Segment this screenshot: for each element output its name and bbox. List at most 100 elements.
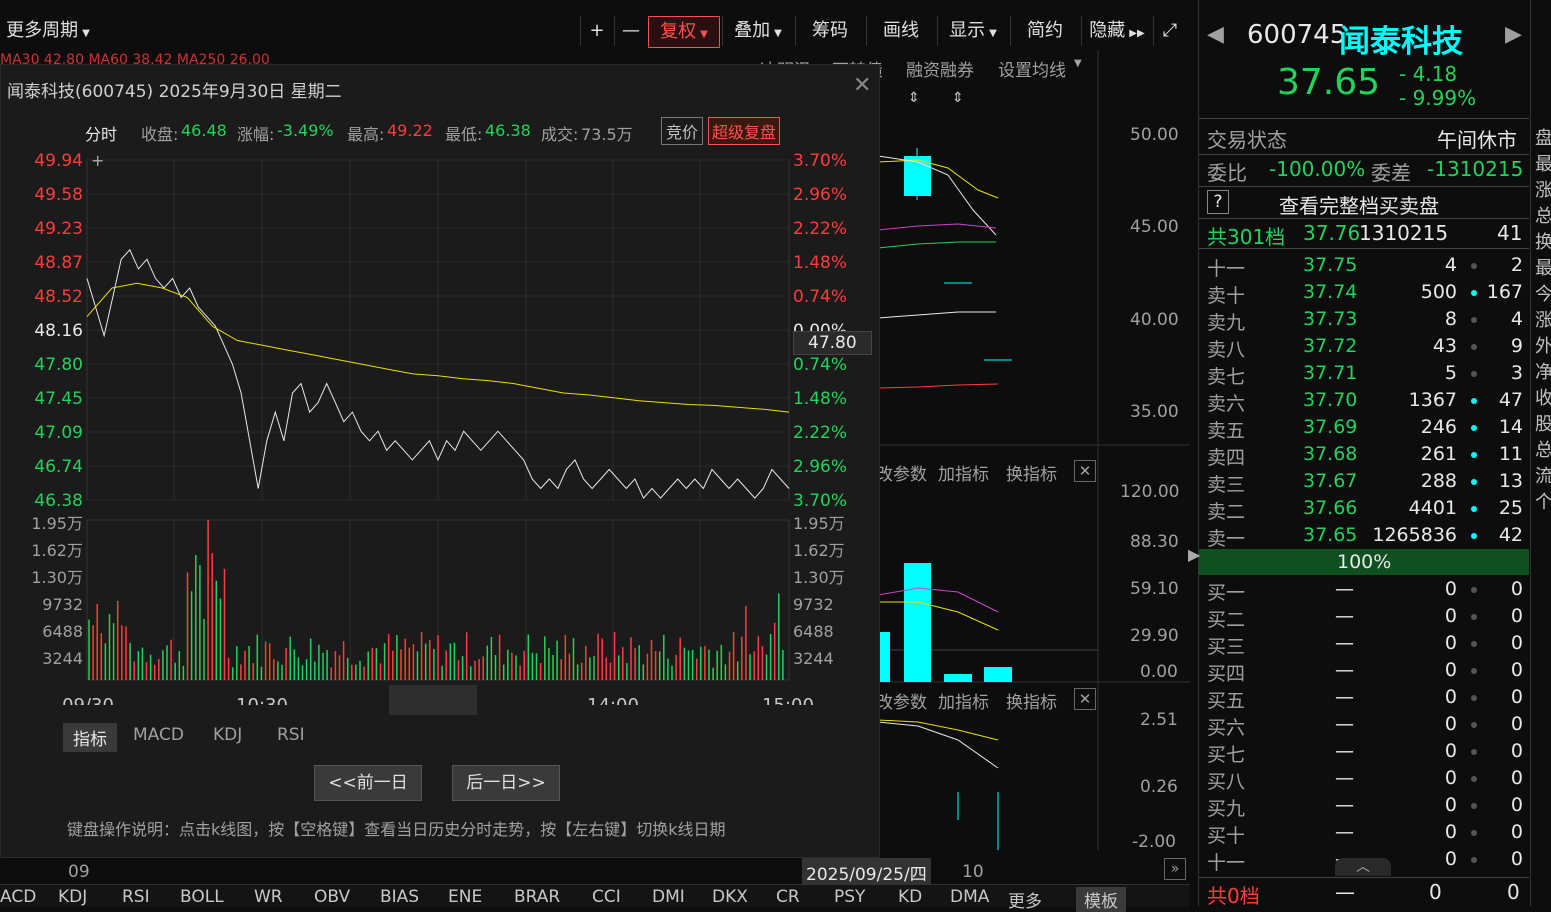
bg-menu-margin[interactable]: 融资融券 — [906, 61, 974, 81]
ask-row[interactable]: 卖九 37.73 8 4 — [1199, 306, 1529, 334]
super-review-button[interactable]: 超级复盘 — [708, 117, 781, 145]
bottom-tab-6[interactable]: BIAS — [380, 887, 420, 907]
price-tick-left: 46.38 — [34, 491, 83, 511]
indicator-tab-kdj[interactable]: KDJ — [213, 725, 243, 745]
bottom-tab-8[interactable]: BRAR — [514, 887, 561, 907]
next-stock-icon[interactable]: ▶ — [1505, 22, 1522, 47]
bid-row[interactable]: 买八 — 0 0 — [1199, 765, 1529, 793]
ask-row[interactable]: 十一 37.75 4 2 — [1199, 252, 1529, 280]
period-dropdown[interactable]: 更多周期 ▼ — [6, 20, 90, 41]
help-icon[interactable]: ? — [1207, 190, 1229, 214]
ask-label: 十一 — [1207, 258, 1246, 280]
bid-row[interactable]: 买一 — 0 0 — [1199, 576, 1529, 604]
bottom-tab-7[interactable]: ENE — [448, 887, 483, 907]
bottom-tab-0[interactable]: ACD — [0, 887, 37, 907]
vol-tick-left: 6488 — [42, 622, 83, 641]
time-label: 14:00 — [587, 695, 639, 705]
vol-swap-indicator[interactable]: 换指标 — [1006, 465, 1057, 485]
ask-label: 卖五 — [1207, 420, 1246, 442]
indicator-tab-rsi[interactable]: RSI — [277, 725, 305, 745]
ask-row[interactable]: 卖二 37.66 4401 25 — [1199, 495, 1529, 523]
bottom-tab-10[interactable]: DMI — [652, 887, 685, 907]
bottom-tab-9[interactable]: CCI — [592, 887, 621, 907]
price-axis-35: 35.00 — [1130, 402, 1179, 422]
bottom-tab-4[interactable]: WR — [254, 887, 283, 907]
ask-row[interactable]: 卖四 37.68 261 11 — [1199, 441, 1529, 469]
pct-tick-right: 2.96% — [793, 185, 847, 205]
bottom-tab-13[interactable]: PSY — [834, 887, 866, 907]
bid-row[interactable]: 买九 — 0 0 — [1199, 792, 1529, 820]
prev-day-button[interactable]: <<前一日 — [314, 765, 422, 801]
bottom-tab-14[interactable]: KD — [898, 887, 923, 907]
bottom-tab-11[interactable]: DKX — [712, 887, 748, 907]
bg-menu-set-ma[interactable]: 设置均线 — [998, 61, 1066, 81]
indicator-tab-0[interactable]: 指标 — [63, 723, 117, 752]
ask-row[interactable]: 卖三 37.67 288 13 — [1199, 468, 1529, 496]
zoom-in-button[interactable]: + — [580, 16, 613, 46]
bottom-tab-2[interactable]: RSI — [122, 887, 150, 907]
ask-row[interactable]: 卖十 37.74 500 167 — [1199, 279, 1529, 307]
order-dot-icon — [1471, 371, 1477, 377]
indicator-tab-macd[interactable]: MACD — [133, 725, 184, 745]
hide-button[interactable]: 隐藏 ▶▶ — [1081, 16, 1152, 46]
chips-button[interactable]: 筹码 — [795, 16, 864, 46]
bottom-tab-15[interactable]: DMA — [950, 887, 990, 907]
restore-rights-dropdown[interactable]: 复权 ▼ — [648, 16, 720, 48]
scroll-right-icon[interactable]: » — [1164, 858, 1186, 880]
macd-close-icon[interactable]: ✕ — [1074, 688, 1096, 710]
ask-row[interactable]: 卖五 37.69 246 14 — [1199, 414, 1529, 442]
order-dot-icon — [1471, 830, 1477, 836]
bottom-tab-3[interactable]: BOLL — [180, 887, 224, 907]
macd-add-indicator[interactable]: 加指标 — [938, 693, 989, 713]
bid-auction-button[interactable]: 竞价 — [661, 117, 704, 145]
zoom-out-button[interactable]: — — [614, 16, 647, 46]
prev-stock-icon[interactable]: ◀ — [1207, 22, 1224, 47]
macd-change-params[interactable]: 改参数 — [876, 693, 927, 713]
bottom-tab-12[interactable]: CR — [776, 887, 800, 907]
ask-count: 14 — [1498, 416, 1523, 438]
macd-swap-indicator[interactable]: 换指标 — [1006, 693, 1057, 713]
next-day-button[interactable]: 后一日>> — [452, 765, 560, 801]
full-book-link[interactable]: 查看完整档买卖盘 — [1279, 194, 1439, 218]
price-tick-left: 49.58 — [34, 185, 83, 205]
change-label: 涨幅: — [237, 125, 275, 144]
pct-tick-right: 1.48% — [793, 389, 847, 409]
ask-row[interactable]: 卖六 37.70 1367 47 — [1199, 387, 1529, 415]
bid-row[interactable]: 买三 — 0 0 — [1199, 630, 1529, 658]
ask-row[interactable]: 卖八 37.72 43 9 — [1199, 333, 1529, 361]
overlay-dropdown[interactable]: 叠加 ▼ — [722, 16, 793, 46]
display-dropdown[interactable]: 显示 ▼ — [937, 16, 1008, 46]
vol-change-params[interactable]: 改参数 — [876, 465, 927, 485]
bid-row[interactable]: 买六 — 0 0 — [1199, 711, 1529, 739]
draw-line-button[interactable]: 画线 — [866, 16, 935, 46]
bid-row[interactable]: 买二 — 0 0 — [1199, 603, 1529, 631]
trade-status-value: 午间休市 — [1437, 128, 1517, 152]
price-tick-left: 48.52 — [34, 287, 83, 307]
bid-row[interactable]: 买十 — 0 0 — [1199, 819, 1529, 847]
bid-total-price: — — [1335, 880, 1355, 904]
collapse-panel-icon[interactable]: ▶ — [1188, 545, 1201, 564]
fullscreen-icon[interactable]: ⤢ — [1153, 16, 1186, 46]
bottom-tab-16[interactable]: 更多 — [1008, 892, 1042, 912]
price-tick-left: 46.74 — [34, 457, 83, 477]
bid-row[interactable]: 买四 — 0 0 — [1199, 657, 1529, 685]
expand-up-icon[interactable]: ︿ — [1335, 858, 1391, 876]
trade-status-label: 交易状态 — [1207, 128, 1287, 152]
ask-row[interactable]: 卖一 37.65 1265836 42 — [1199, 522, 1529, 550]
ask-vol: 288 — [1420, 470, 1457, 492]
bid-count: 0 — [1510, 605, 1523, 627]
bottom-tab-17[interactable]: 模板 — [1076, 887, 1126, 912]
simple-button[interactable]: 简约 — [1010, 16, 1079, 46]
close-icon[interactable]: ✕ — [853, 73, 872, 98]
vol-close-icon[interactable]: ✕ — [1074, 460, 1096, 482]
bid-count: 0 — [1510, 821, 1523, 843]
bottom-tab-5[interactable]: OBV — [314, 887, 351, 907]
ask-row[interactable]: 卖七 37.71 5 3 — [1199, 360, 1529, 388]
vol-add-indicator[interactable]: 加指标 — [938, 465, 989, 485]
bid-row[interactable]: 买五 — 0 0 — [1199, 684, 1529, 712]
bottom-tab-1[interactable]: KDJ — [58, 887, 88, 907]
tab-intraday[interactable]: 分时 — [85, 125, 118, 144]
intraday-chart[interactable]: 49.94 3.70% 49.58 2.96% 49.23 2.22% 48.87 1.48%… — [1, 145, 879, 705]
display-label: 显示 — [949, 20, 986, 41]
bid-row[interactable]: 买七 — 0 0 — [1199, 738, 1529, 766]
